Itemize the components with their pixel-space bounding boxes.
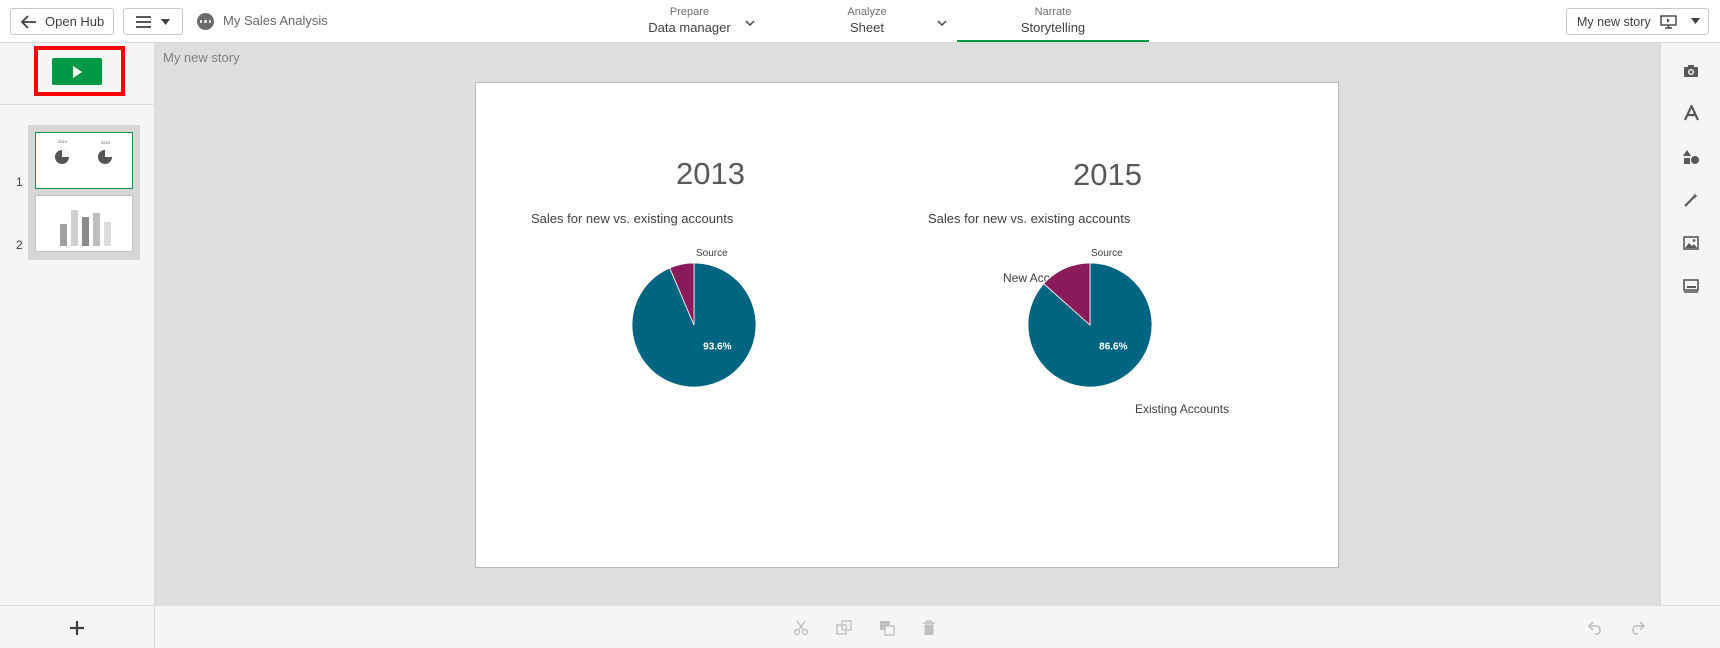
open-hub-label: Open Hub: [45, 14, 105, 29]
thumb-pie-chart: [98, 150, 112, 164]
bottom-toolbar: [0, 605, 1720, 648]
arrow-left-icon: [21, 14, 36, 29]
chevron-down-icon[interactable]: [745, 20, 755, 27]
tab-prepare-label: Data manager: [648, 20, 731, 35]
slide-thumbnails-panel: 1 2 2013 2015: [0, 43, 155, 605]
chart-subtitle: Sales for new vs. existing accounts: [928, 211, 1131, 226]
chart-title-2015: 2015: [1073, 157, 1142, 192]
text-icon[interactable]: [1681, 103, 1701, 123]
pie-data-label: 93.6%: [703, 342, 731, 353]
thumb-pie-chart: [55, 150, 69, 164]
tab-narrate-label: Storytelling: [1020, 20, 1086, 35]
undo-icon[interactable]: [1587, 619, 1605, 637]
play-story-button[interactable]: [52, 58, 102, 85]
presentation-screen-icon: [1659, 14, 1677, 29]
top-toolbar: Open Hub My Sales Analysis Prepare Data …: [0, 0, 1720, 43]
tab-narrate-caption: Narrate: [1034, 6, 1072, 18]
embed-sheet-icon[interactable]: [1681, 276, 1701, 296]
thumb-bar-chart: [60, 210, 111, 246]
pie-slice-new-accounts[interactable]: [1043, 262, 1091, 326]
copy-icon[interactable]: [835, 619, 853, 637]
open-hub-button[interactable]: Open Hub: [10, 8, 114, 35]
story-canvas-area: My new story 2013 Sales for new vs. exis…: [155, 43, 1660, 605]
camera-icon[interactable]: [1681, 61, 1701, 81]
cut-icon[interactable]: [792, 619, 810, 637]
delete-icon[interactable]: [920, 619, 938, 637]
thumb-label: 2013: [58, 139, 67, 144]
pie-dimension-title: Source: [1091, 248, 1123, 259]
pie-dimension-title: Source: [696, 248, 728, 259]
slide-list: 2013 2015: [28, 125, 140, 260]
slide-number: 2: [16, 238, 23, 252]
tab-analyze[interactable]: Analyze Sheet: [786, 0, 948, 42]
app-name[interactable]: My Sales Analysis: [223, 13, 328, 28]
effects-wand-icon[interactable]: [1681, 190, 1701, 210]
story-tools-panel: [1660, 43, 1720, 605]
tab-narrate[interactable]: Narrate Storytelling: [957, 0, 1149, 42]
slide-thumbnail-1[interactable]: 2013 2015: [35, 132, 133, 189]
play-story-highlight: [34, 46, 125, 96]
tab-analyze-caption: Analyze: [847, 6, 887, 18]
pie-slice-new-accounts[interactable]: [669, 262, 695, 326]
thumb-label: 2015: [101, 140, 110, 145]
chart-title-2013: 2013: [676, 156, 745, 191]
caret-down-icon: [161, 18, 170, 25]
pie-label-existing-accounts: Existing Accounts: [1135, 402, 1230, 416]
media-icon[interactable]: [1681, 233, 1701, 253]
hamburger-menu-icon: [136, 15, 151, 28]
play-icon: [73, 65, 82, 78]
story-slide[interactable]: 2013 Sales for new vs. existing accounts…: [475, 82, 1339, 568]
tab-prepare-caption: Prepare: [669, 6, 710, 18]
paste-icon[interactable]: [878, 619, 896, 637]
pie-chart-2015[interactable]: 86.6%: [1026, 261, 1154, 389]
pie-data-label: 86.6%: [1099, 342, 1127, 353]
caret-down-icon: [1691, 18, 1700, 24]
story-selector-label: My new story: [1577, 14, 1651, 29]
add-slide-area: [0, 606, 155, 648]
story-title: My new story: [163, 50, 240, 65]
slide-thumbnail-2[interactable]: [35, 195, 133, 252]
redo-icon[interactable]: [1628, 619, 1646, 637]
pie-chart-2013[interactable]: 93.6%: [630, 261, 758, 389]
slide-number: 1: [16, 175, 23, 189]
chart-subtitle: Sales for new vs. existing accounts: [531, 211, 734, 226]
global-menu-button[interactable]: [123, 8, 183, 35]
tab-analyze-label: Sheet: [850, 20, 884, 35]
app-options-icon[interactable]: [197, 13, 214, 30]
story-selector-dropdown[interactable]: My new story: [1566, 8, 1709, 35]
tab-prepare[interactable]: Prepare Data manager: [607, 0, 772, 42]
plus-icon[interactable]: [70, 620, 84, 635]
chevron-down-icon[interactable]: [937, 20, 947, 27]
shapes-icon[interactable]: [1681, 147, 1701, 167]
divider: [0, 104, 155, 105]
